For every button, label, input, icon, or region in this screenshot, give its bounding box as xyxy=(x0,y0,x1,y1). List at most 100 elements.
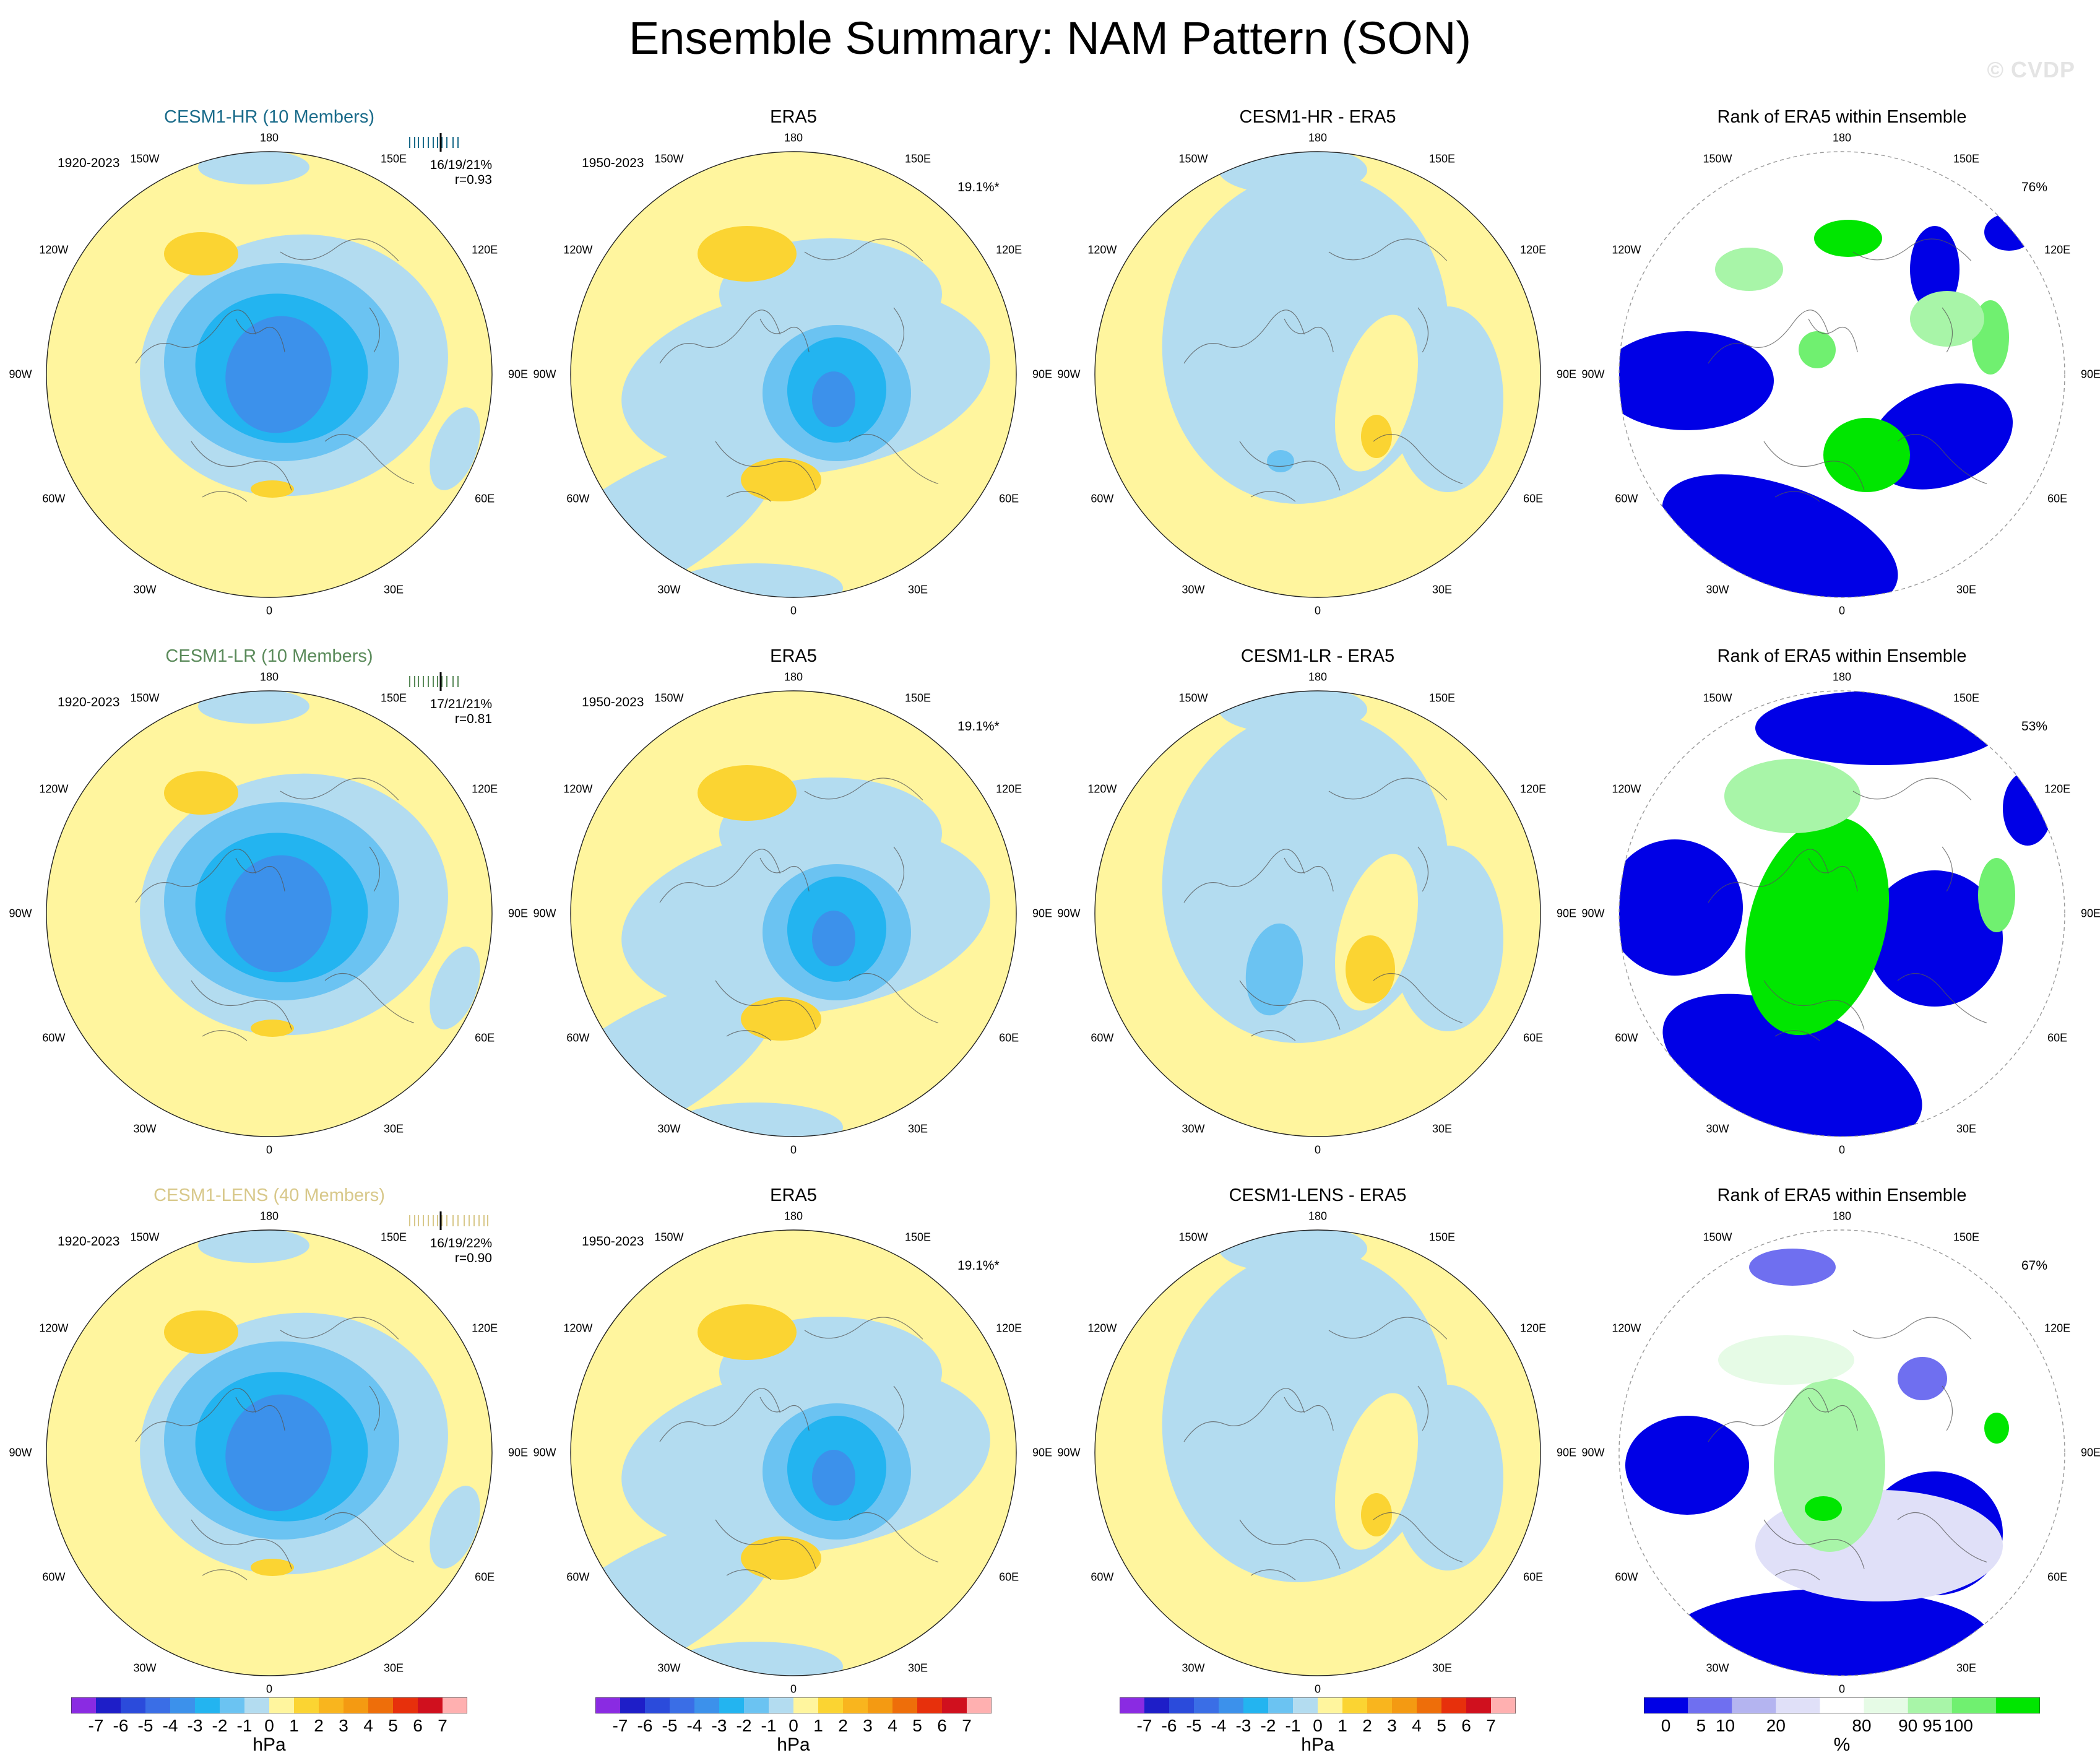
lon-label-l30: 30W xyxy=(1182,583,1205,596)
lon-label-l60: 60W xyxy=(1091,1570,1114,1583)
panel-r3-model: 180 0 150W 150E 120W 120E 90W 90E 60W 60E 30W 30E CE… xyxy=(3,1185,535,1713)
colorbar-tick-label: 90 xyxy=(1898,1716,1918,1735)
lon-label-r30: 30E xyxy=(1432,583,1453,596)
rank-high-region xyxy=(1978,858,2015,932)
map-outline xyxy=(1618,690,2065,1137)
coastline xyxy=(324,433,415,484)
colorbar-tick-label: -4 xyxy=(162,1716,178,1735)
negative-anomaly xyxy=(812,1450,855,1505)
negative-anomaly xyxy=(1245,923,1303,1016)
rank-high-region xyxy=(1910,291,1984,347)
coastline xyxy=(1239,1519,1341,1569)
map-canvas xyxy=(46,1229,493,1676)
lon-label-r60: 60E xyxy=(999,1570,1019,1583)
colorbar-swatch xyxy=(818,1697,844,1713)
coastline-group xyxy=(659,1317,939,1580)
colorbar-swatch xyxy=(121,1697,146,1713)
map-outline xyxy=(570,1229,1017,1676)
lon-label-l150: 150W xyxy=(1178,1231,1208,1244)
positive-anomaly xyxy=(1334,314,1419,472)
negative-anomaly xyxy=(670,1642,843,1676)
lon-label-r60: 60E xyxy=(1523,492,1544,505)
lon-label-l150: 150W xyxy=(130,1231,160,1244)
colorbar-swatch xyxy=(344,1697,369,1713)
coastline xyxy=(1708,1388,1829,1442)
positive-anomaly xyxy=(698,1304,797,1360)
lon-label-r60: 60E xyxy=(1523,1031,1544,1044)
colorbar-swatch xyxy=(319,1697,344,1713)
lon-label-l30: 30W xyxy=(657,1122,681,1135)
positive-anomaly xyxy=(164,771,238,815)
coastline xyxy=(202,491,248,502)
model-period: 1920-2023 xyxy=(58,156,120,170)
positive-anomaly xyxy=(251,480,294,498)
map-canvas xyxy=(1094,151,1541,598)
coastline xyxy=(1183,1388,1305,1442)
lon-label-l150: 150W xyxy=(1703,691,1732,704)
lon-label-r150: 150E xyxy=(1953,152,1980,165)
lon-label-r90: 90E xyxy=(508,1446,529,1459)
colorbar-swatch xyxy=(1392,1697,1417,1713)
lon-label-r30: 30E xyxy=(383,583,404,596)
lon-label-l90: 90W xyxy=(533,907,556,920)
colorbar-unit: % xyxy=(1833,1735,1851,1755)
lon-label-r60: 60E xyxy=(999,1031,1019,1044)
colorbar-swatch xyxy=(694,1697,720,1713)
colorbar-tick-label: 4 xyxy=(888,1716,897,1735)
coastline-group xyxy=(659,238,939,502)
lon-label-bottom: 0 xyxy=(790,1143,797,1156)
coastline xyxy=(659,310,780,364)
lon-label-r120: 120E xyxy=(1520,1322,1547,1335)
lon-label-r90: 90E xyxy=(1032,1446,1053,1459)
colorbar-swatch xyxy=(1120,1697,1145,1713)
colorbar-tick-label: 7 xyxy=(1486,1716,1496,1735)
lon-label-bottom: 0 xyxy=(790,1683,797,1696)
coastline xyxy=(135,1388,256,1442)
coastline xyxy=(1808,318,1858,353)
map-outline xyxy=(1618,1229,2065,1676)
colorbar-tick-label: -1 xyxy=(236,1716,253,1735)
lon-label-r120: 120E xyxy=(472,243,498,256)
lon-label-l150: 150W xyxy=(1178,152,1208,165)
colorbar-swatch xyxy=(195,1697,220,1713)
colorbar-swatch xyxy=(269,1697,295,1713)
positive-anomaly xyxy=(741,458,821,501)
lon-label-l150: 150W xyxy=(1178,691,1208,704)
lon-label-bottom: 0 xyxy=(1838,604,1846,617)
coastline xyxy=(804,238,923,261)
lon-label-l30: 30W xyxy=(1182,1661,1205,1674)
model-title: CESM1-LENS (40 Members) xyxy=(153,1185,385,1205)
lon-label-l120: 120W xyxy=(39,243,69,256)
obs-title: ERA5 xyxy=(770,107,817,127)
colorbar-swatch xyxy=(71,1697,97,1713)
coastline xyxy=(1417,846,1429,892)
lon-label-bottom: 0 xyxy=(790,604,797,617)
lon-label-l150: 150W xyxy=(130,691,160,704)
map-canvas xyxy=(1618,151,2065,598)
coastline xyxy=(759,1397,810,1431)
colorbar-tick-label: 2 xyxy=(314,1716,324,1735)
rank-high-region xyxy=(1984,1413,2009,1444)
colorbar-tick-label: -7 xyxy=(1136,1716,1152,1735)
lon-label-top: 180 xyxy=(1832,670,1852,683)
coastline xyxy=(1183,849,1305,903)
colorbar-swatch xyxy=(1441,1697,1467,1713)
colorbar-tick-label: 1 xyxy=(289,1716,299,1735)
negative-anomaly xyxy=(812,371,855,427)
map-canvas xyxy=(1618,690,2065,1137)
negative-anomaly xyxy=(1267,450,1294,472)
colorbar-swatch xyxy=(942,1697,967,1713)
lon-label-r90: 90E xyxy=(1556,907,1577,920)
negative-anomaly xyxy=(1392,1385,1503,1570)
coastline xyxy=(715,1519,816,1569)
lon-label-l60: 60W xyxy=(42,1570,66,1583)
lon-label-l60: 60W xyxy=(566,1570,590,1583)
negative-anomaly xyxy=(198,691,309,724)
lon-label-l30: 30W xyxy=(1706,1122,1729,1135)
lon-label-r150: 150E xyxy=(1953,1231,1980,1244)
rank-title: Rank of ERA5 within Ensemble xyxy=(1717,107,1967,127)
lon-label-top: 180 xyxy=(259,1210,279,1223)
difference-title: CESM1-LR - ERA5 xyxy=(1240,646,1395,666)
colorbar-swatch xyxy=(170,1697,196,1713)
